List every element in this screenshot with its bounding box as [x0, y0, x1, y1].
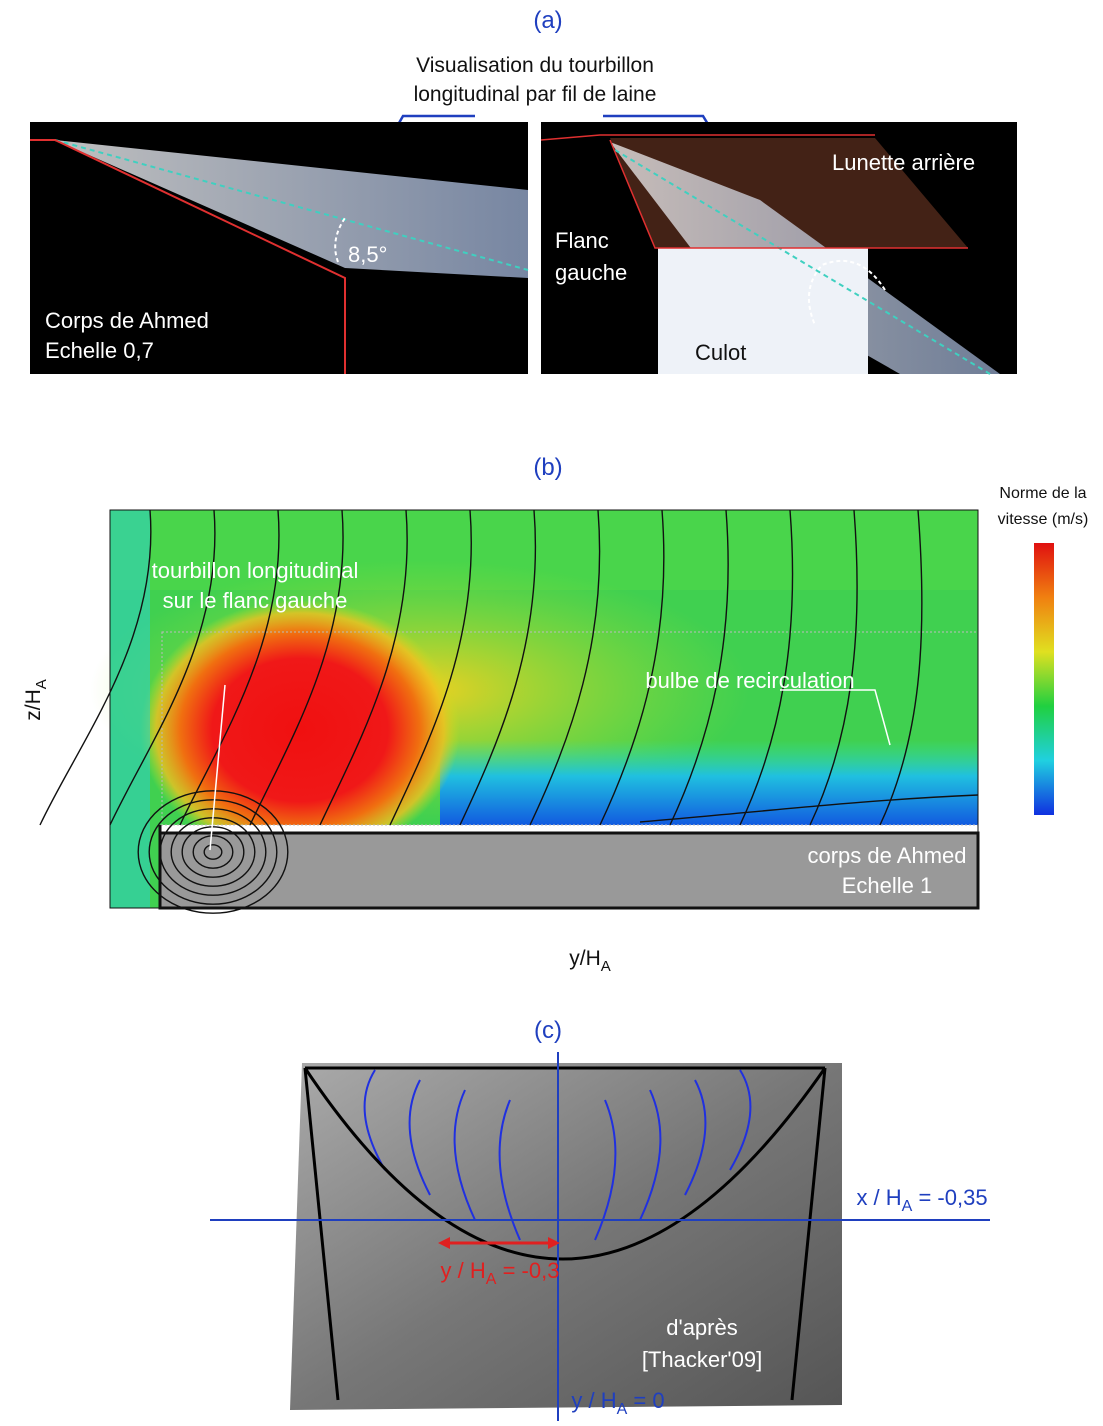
- photo-label: gauche: [555, 260, 627, 285]
- panel-label: (c): [534, 1017, 562, 1044]
- streamline: [39, 509, 152, 826]
- streamline: [669, 509, 729, 826]
- field: [110, 510, 150, 908]
- streamline: [879, 509, 923, 826]
- annotation: bulbe de recirculation: [645, 668, 854, 693]
- separation-line: [303, 1067, 827, 1261]
- colorbar-title: Norme de la: [999, 485, 1086, 502]
- body-label: Echelle 1: [842, 873, 933, 898]
- edge: [790, 1067, 827, 1401]
- axis-line: [614, 149, 991, 375]
- leader: [209, 684, 226, 851]
- arc: [363, 1069, 386, 1171]
- body-edge: [30, 139, 346, 374]
- photo-label: Culot: [695, 340, 746, 365]
- base: [658, 248, 868, 374]
- y-axis-label: z/HA: [22, 679, 50, 721]
- line-label: y / HA = 0: [571, 1388, 664, 1418]
- colorbar: [1034, 543, 1054, 815]
- x-axis-label: y/HA: [569, 947, 611, 975]
- streamline: [639, 794, 979, 823]
- contour-plot: [39, 509, 980, 914]
- streamline: [319, 509, 408, 826]
- streamline: [137, 790, 289, 914]
- annotation: tourbillon longitudinal: [152, 558, 359, 583]
- streamline: [148, 799, 278, 905]
- arc: [729, 1069, 752, 1171]
- streamline: [109, 509, 216, 826]
- photo-label: Corps de Ahmed: [45, 308, 209, 333]
- edge: [540, 134, 875, 141]
- edge: [303, 1067, 340, 1401]
- streamline: [192, 835, 234, 869]
- streamline: [181, 826, 245, 878]
- angle-label: 8,5°: [348, 242, 387, 267]
- body-label: corps de Ahmed: [808, 843, 967, 868]
- streamline: [459, 509, 537, 826]
- photo-label: Flanc: [555, 228, 609, 253]
- vortex: [55, 140, 528, 278]
- frame: [109, 509, 979, 909]
- leader: [780, 689, 891, 746]
- streamline: [809, 509, 858, 826]
- arc: [498, 1099, 521, 1241]
- streamline: [389, 509, 472, 826]
- streamline: [739, 509, 794, 826]
- panel-label: (b): [533, 454, 562, 481]
- arc: [408, 1079, 431, 1196]
- streamline: [203, 844, 223, 860]
- arc: [639, 1089, 662, 1221]
- streamline: [599, 509, 665, 826]
- gap: [160, 825, 978, 833]
- edge: [609, 139, 968, 249]
- axis-line: [54, 139, 529, 271]
- credit: [Thacker'09]: [642, 1347, 762, 1372]
- panel-label: (a): [533, 7, 562, 34]
- caption: Visualisation du tourbillon: [416, 54, 654, 77]
- caption: longitudinal par fil de laine: [414, 83, 657, 106]
- annotation: sur le flanc gauche: [163, 588, 348, 613]
- angle-arc: [334, 217, 346, 263]
- arc: [453, 1089, 476, 1221]
- photo-label: Echelle 0,7: [45, 338, 154, 363]
- line-label: x / HA = -0,35: [856, 1185, 987, 1215]
- arc: [684, 1079, 707, 1196]
- streamline: [529, 509, 601, 826]
- line-label: y / HA = -0,3: [441, 1258, 560, 1288]
- arrow-head: [438, 1237, 450, 1249]
- streamline: [249, 509, 344, 826]
- photo: [290, 1063, 842, 1410]
- credit: d'après: [666, 1315, 737, 1340]
- arc: [594, 1099, 617, 1241]
- field: [440, 740, 978, 830]
- photo-label: Lunette arrière: [832, 150, 975, 175]
- streamline: [179, 509, 280, 826]
- colorbar-title: vitesse (m/s): [998, 511, 1089, 528]
- arrow-head: [548, 1237, 560, 1249]
- field: [140, 600, 460, 860]
- rotation-arc: [807, 259, 886, 326]
